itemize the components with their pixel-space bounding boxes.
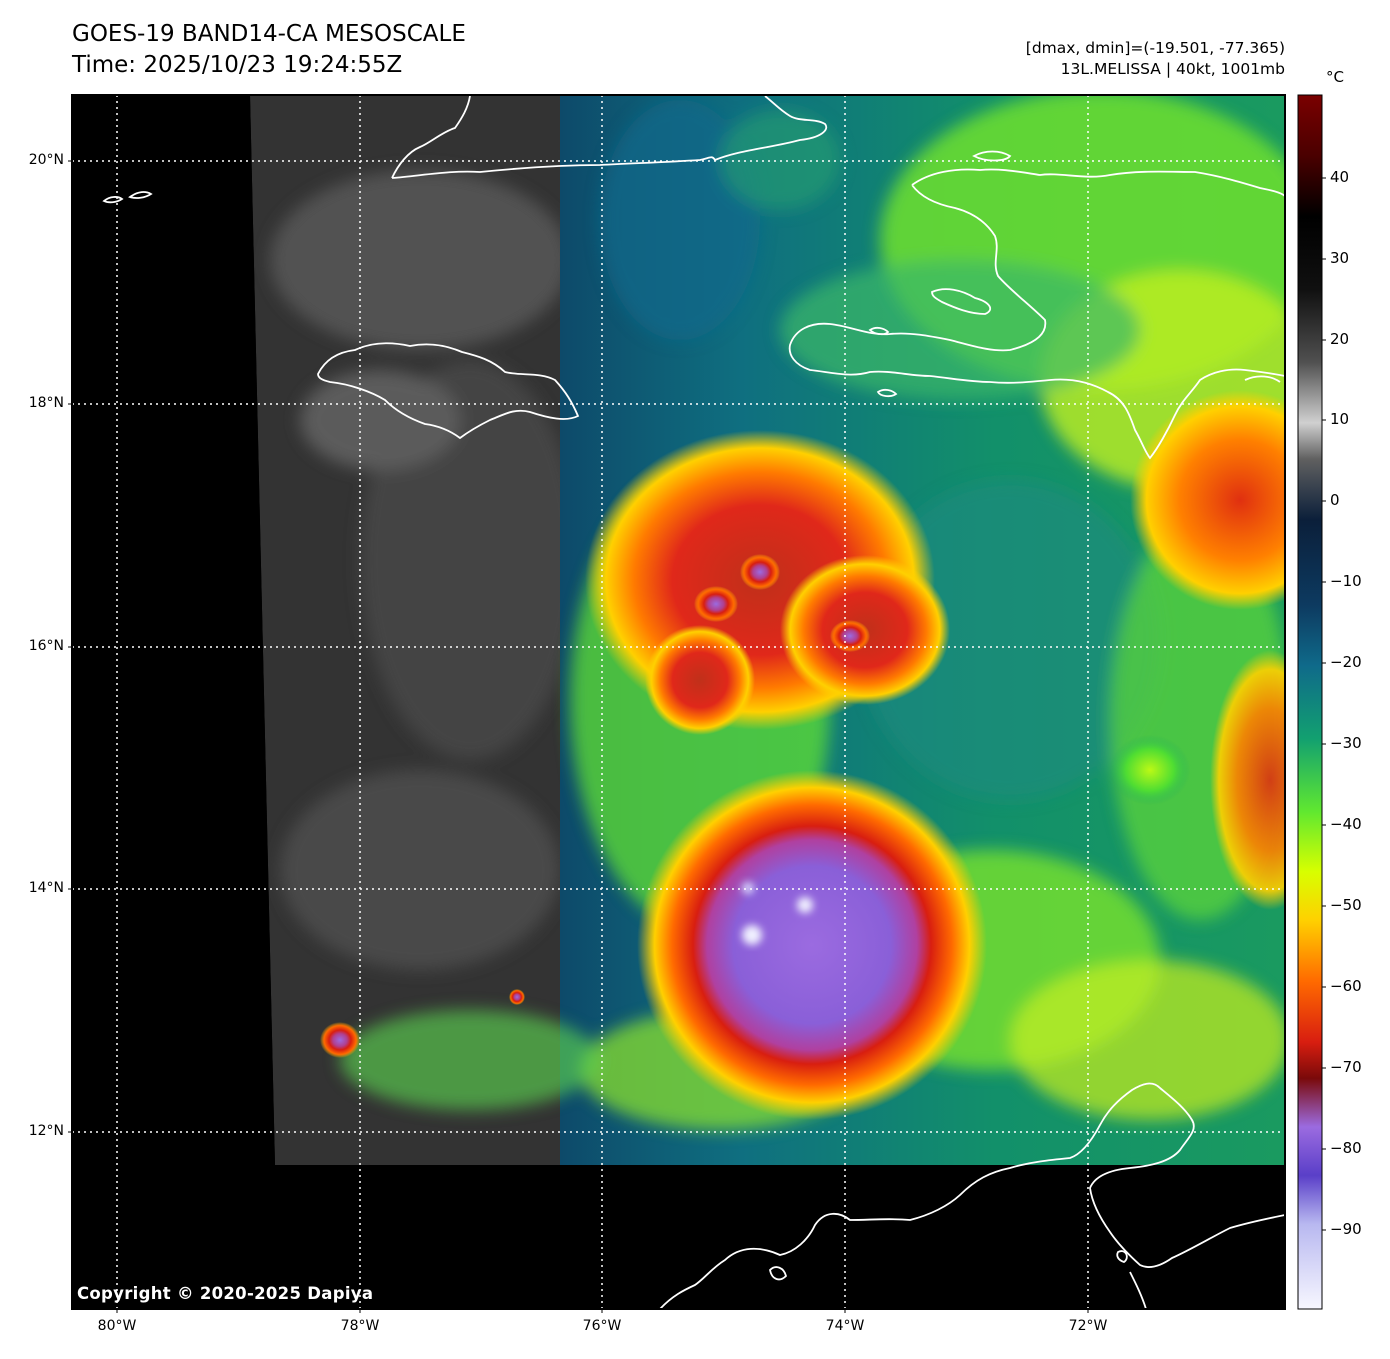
chart-time: Time: 2025/10/23 19:24:55Z <box>72 52 403 78</box>
convective-cluster-east <box>1130 390 1285 610</box>
lat-label-14n: 14°N <box>28 880 64 896</box>
colorbar-ticks <box>1322 177 1326 1231</box>
colorbar-tick: −80 <box>1330 1139 1362 1157</box>
coastline-cuba <box>391 95 828 179</box>
colorbar-tick: −10 <box>1330 572 1362 590</box>
colorbar-tick: 40 <box>1330 168 1350 186</box>
colorbar-tick: 30 <box>1330 249 1350 267</box>
data-range-text: [dmax, dmin]=(-19.501, -77.365) <box>1025 39 1285 57</box>
lon-label-74w: 74°W <box>825 1318 865 1334</box>
storm-info-text: 13L.MELISSA | 40kt, 1001mb <box>1060 60 1285 78</box>
graticule <box>72 95 1285 1309</box>
lat-label-20n: 20°N <box>28 152 64 168</box>
lat-label-12n: 12°N <box>28 1123 64 1139</box>
colorbar-tick: −50 <box>1330 896 1362 914</box>
coastlines <box>102 95 1285 1309</box>
lon-label-76w: 76°W <box>582 1318 622 1334</box>
colorbar-unit: °C <box>1326 68 1344 86</box>
colorbar-tick: −30 <box>1330 734 1362 752</box>
colorbar-tick: −70 <box>1330 1058 1362 1076</box>
coastline-colombia-venezuela <box>659 1082 1285 1309</box>
convective-cluster-south <box>637 770 987 1120</box>
chart-title: GOES-19 BAND14-CA MESOSCALE <box>72 21 466 47</box>
colorbar-tick: −40 <box>1330 815 1362 833</box>
coastline-jamaica <box>317 342 580 440</box>
colorbar-tick: 20 <box>1330 330 1350 348</box>
lon-label-72w: 72°W <box>1068 1318 1108 1334</box>
colorbar <box>1298 95 1322 1309</box>
coastline-haiti <box>788 168 1285 460</box>
colorbar-tick: 0 <box>1330 491 1340 509</box>
lon-label-80w: 80°W <box>97 1318 137 1334</box>
copyright-text: Copyright © 2020-2025 Dapiya <box>77 1284 374 1303</box>
colorbar-tick: −20 <box>1330 653 1362 671</box>
lat-label-18n: 18°N <box>28 395 64 411</box>
colorbar-tick: −90 <box>1330 1220 1362 1238</box>
lon-label-78w: 78°W <box>340 1318 380 1334</box>
map-frame <box>71 94 1286 1310</box>
colorbar-tick: 10 <box>1330 410 1350 428</box>
lat-label-16n: 16°N <box>28 638 64 654</box>
colorbar-tick: −60 <box>1330 977 1362 995</box>
